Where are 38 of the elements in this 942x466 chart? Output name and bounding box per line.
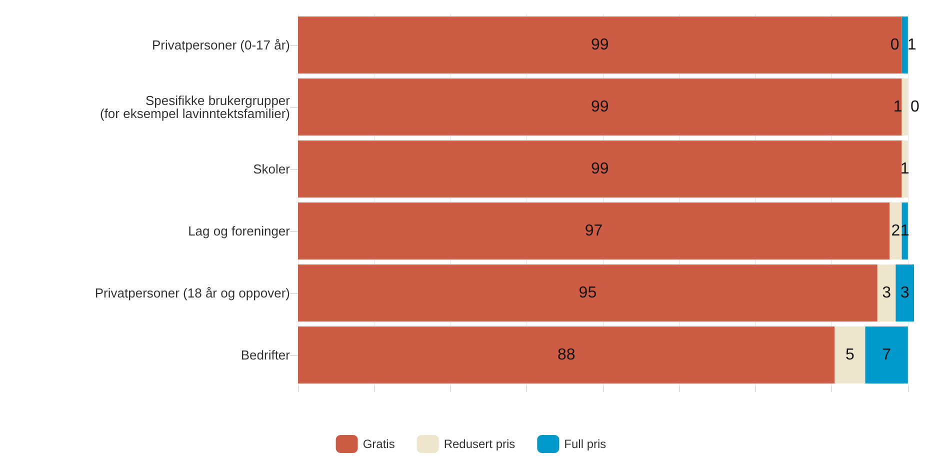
bar: [890, 202, 902, 260]
data-label: 3: [900, 284, 910, 302]
data-label: 99: [591, 160, 609, 178]
legend-label: Full pris: [564, 437, 606, 451]
y-tick-label: Bedrifter: [240, 348, 291, 362]
y-tick-label: Lag og foreninger: [188, 224, 291, 238]
data-label: 5: [846, 346, 855, 364]
bar: [902, 16, 908, 74]
bar: [298, 326, 835, 384]
data-label: 1: [893, 98, 902, 116]
data-label: 99: [591, 98, 609, 116]
legend-label: Redusert pris: [444, 437, 516, 451]
data-label: 0: [890, 36, 900, 54]
bar: [865, 326, 908, 384]
data-label: 0: [910, 98, 920, 116]
data-label: 97: [584, 222, 603, 240]
data-label: 88: [557, 346, 576, 364]
y-tick-label: Privatpersoner (18 år og oppover): [94, 286, 290, 300]
bar: [298, 202, 890, 260]
y-tick-label: Privatpersoner (0-17 år): [152, 38, 290, 52]
bar: [877, 264, 896, 322]
bar: [902, 78, 908, 136]
y-tick-label: Spesifikke brukergrupper (for eksempel lavinntektsfamilier): [100, 93, 291, 121]
data-label: 99: [591, 36, 609, 54]
legend-label: Gratis: [362, 437, 395, 451]
y-tick-label: Skoler: [253, 162, 291, 176]
data-label: 2: [891, 222, 900, 240]
data-label: 7: [882, 346, 892, 364]
bar: [834, 326, 866, 384]
bar: [896, 264, 914, 322]
data-label: 95: [578, 284, 597, 302]
data-label: 1: [900, 160, 910, 178]
data-label: 3: [882, 284, 892, 302]
bar: [298, 16, 902, 74]
bar: [298, 78, 902, 136]
data-label: 1: [907, 36, 916, 54]
bar: [298, 264, 878, 322]
bar: [298, 140, 902, 198]
